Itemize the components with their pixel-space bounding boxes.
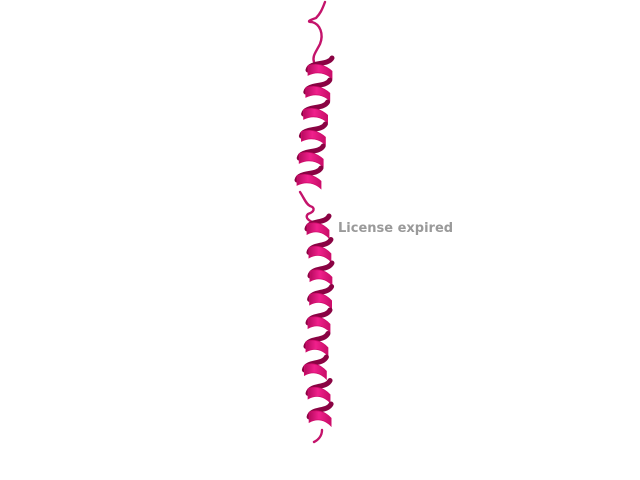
coil-segment-3 [312, 428, 324, 444]
lower-helix-turn-6 [305, 339, 329, 357]
license-expired-watermark: License expired [338, 221, 454, 236]
coil-segment-2 [298, 190, 320, 226]
upper-helix-turn-6 [296, 173, 322, 190]
lower-helix-turn-5 [307, 316, 331, 334]
lower-helix-turn-1 [306, 222, 330, 240]
upper-helix-turn-4 [301, 129, 326, 146]
coil-segments [298, 0, 327, 444]
lower-helix-turn-7 [303, 363, 327, 381]
lower-helix-turn-2 [308, 245, 332, 263]
lower-helix-turn-4 [309, 292, 332, 310]
upper-helix-turn-3 [303, 107, 328, 124]
lower-helix-turn-9 [308, 410, 332, 428]
lower-helix [301, 213, 335, 428]
lower-helix-turn-3 [309, 269, 333, 287]
lower-helix-turn-8 [307, 386, 331, 404]
coil-segment-1 [307, 0, 327, 64]
upper-helix-turn-2 [305, 85, 331, 102]
upper-helix-turn-1 [307, 63, 333, 80]
upper-helix-turn-5 [298, 151, 324, 168]
upper-helix [294, 55, 335, 190]
